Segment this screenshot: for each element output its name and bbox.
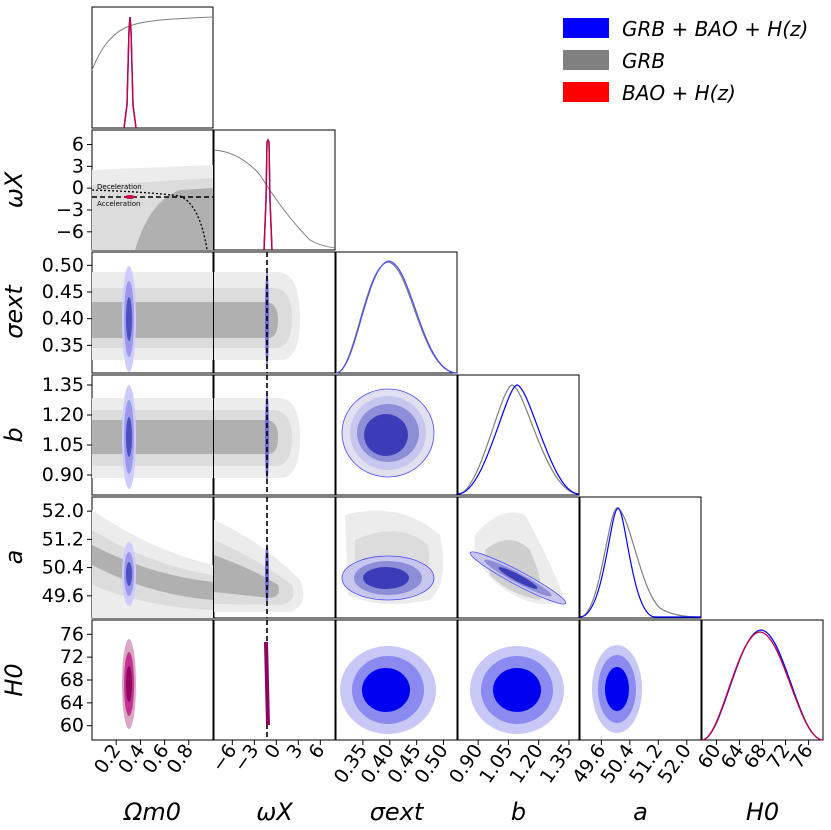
panel-om-sig (91, 251, 214, 374)
ytick-label-b-1: 1.05 (42, 434, 84, 456)
ytick-label-b-2: 1.20 (42, 404, 84, 426)
xtick-label-b-2: 1.20 (505, 740, 547, 787)
xaxis-label-b: b (511, 798, 526, 826)
legend-label-2: BAO + H(z) (622, 81, 736, 105)
legend-swatch-0 (563, 18, 609, 38)
bao-wx-marginal-curve (263, 138, 273, 251)
ytick-label-wX-3: 3 (72, 155, 84, 177)
xtick-label-wX-1: −3 (229, 740, 263, 776)
panel-h0-hist (701, 619, 824, 741)
xtick-label-H0-4: 76 (786, 740, 818, 772)
panel-b-a (457, 496, 580, 619)
ytick-label-H0-1: 64 (60, 692, 84, 714)
joint-sig-marginal-curve (335, 260, 458, 374)
bao-om-marginal-curve (123, 16, 137, 129)
ytick-label-H0-4: 76 (60, 623, 84, 645)
legend-label-1: GRB (622, 49, 665, 73)
axis-labels-layer: Ωm0 ωX σext b a H0 ωX σext b a H0 (0, 171, 779, 826)
panel-a-hist (579, 496, 702, 619)
xtick-label-wX-4: 6 (304, 740, 329, 763)
ytick-label-a-0: 49.6 (42, 585, 84, 607)
yaxis-label-b: b (0, 427, 28, 442)
xtick-label-Om-3: 0.8 (163, 740, 198, 777)
legend-swatch-2 (563, 82, 609, 102)
panel-wx-hist (213, 129, 336, 251)
ytick-label-a-3: 52.0 (42, 500, 84, 522)
legend-label-0: GRB + BAO + H(z) (622, 17, 808, 41)
ytick-label-b-0: 0.90 (42, 464, 84, 486)
panel-wx-b (213, 374, 336, 496)
ytick-label-sig-0: 0.35 (42, 334, 84, 356)
ytick-label-b-3: 1.35 (42, 374, 84, 396)
yaxis-label-a: a (0, 550, 28, 565)
panel-a-h0 (579, 619, 702, 741)
ytick-label-sig-3: 0.50 (42, 254, 84, 276)
panel-wx-a (213, 496, 336, 619)
panel-sig-a (335, 496, 458, 619)
xaxis-label-sig: σext (370, 798, 425, 826)
yaxis-label-H0: H0 (0, 663, 28, 696)
panel-b-hist (457, 374, 580, 496)
ytick-label-H0-2: 68 (60, 669, 84, 691)
ytick-label-a-1: 50.4 (42, 557, 84, 579)
xaxis-label-Om: Ωm0 (123, 798, 181, 826)
ytick-label-wX-1: −3 (56, 199, 84, 221)
legend-swatch-1 (563, 50, 609, 70)
yaxis-label-sig: σext (0, 284, 28, 339)
panel-wx-h0 (213, 619, 336, 741)
panel-om-h0 (91, 619, 214, 741)
ytick-label-H0-0: 60 (60, 715, 84, 737)
ytick-label-wX-4: 6 (72, 134, 84, 156)
panel-om-b (91, 374, 214, 496)
panel-om-a (91, 496, 214, 619)
ytick-label-a-2: 51.2 (42, 528, 84, 550)
panel-om-hist (91, 6, 214, 129)
xtick-label-a-3: 52.0 (654, 740, 696, 787)
xtick-label-b-0: 0.90 (445, 740, 487, 787)
joint-a-marginal-curve (579, 507, 701, 618)
xaxis-label-H0: H0 (746, 798, 779, 826)
panel-sig-hist (335, 251, 458, 374)
joint-b-marginal-curve (457, 384, 580, 495)
deceleration-annotation: Deceleration (97, 183, 142, 191)
panel-b-h0 (457, 619, 580, 741)
ytick-label-sig-2: 0.45 (42, 281, 84, 303)
grb-om-marginal-curve (91, 16, 214, 71)
grb-a-marginal-curve (579, 507, 702, 618)
ytick-label-wX-0: −6 (56, 221, 84, 243)
grb-b-marginal-curve (457, 384, 580, 495)
ytick-label-wX-2: 0 (72, 177, 84, 199)
bao-h0-marginal-curve (701, 631, 824, 741)
xtick-label-wX-2: 0 (260, 740, 285, 763)
grb-wx-marginal-curve (213, 149, 336, 249)
ytick-label-sig-1: 0.40 (42, 308, 84, 330)
xtick-label-b-3: 1.35 (536, 740, 578, 787)
xaxis-label-wX: ωX (256, 798, 293, 826)
yaxis-label-wX: ωX (0, 171, 28, 208)
xaxis-label-a: a (633, 798, 648, 826)
legend: GRB + BAO + H(z) GRB BAO + H(z) (563, 17, 808, 105)
ytick-label-H0-3: 72 (60, 646, 84, 668)
acceleration-annotation: Acceleration (97, 200, 141, 208)
panel-sig-h0 (335, 619, 458, 741)
xtick-label-b-1: 1.05 (475, 740, 517, 787)
panel-om-wx: Deceleration Acceleration (91, 129, 214, 251)
xtick-label-wX-3: 3 (282, 740, 307, 763)
panel-sig-b (335, 374, 458, 496)
panel-wx-sig (213, 251, 336, 374)
